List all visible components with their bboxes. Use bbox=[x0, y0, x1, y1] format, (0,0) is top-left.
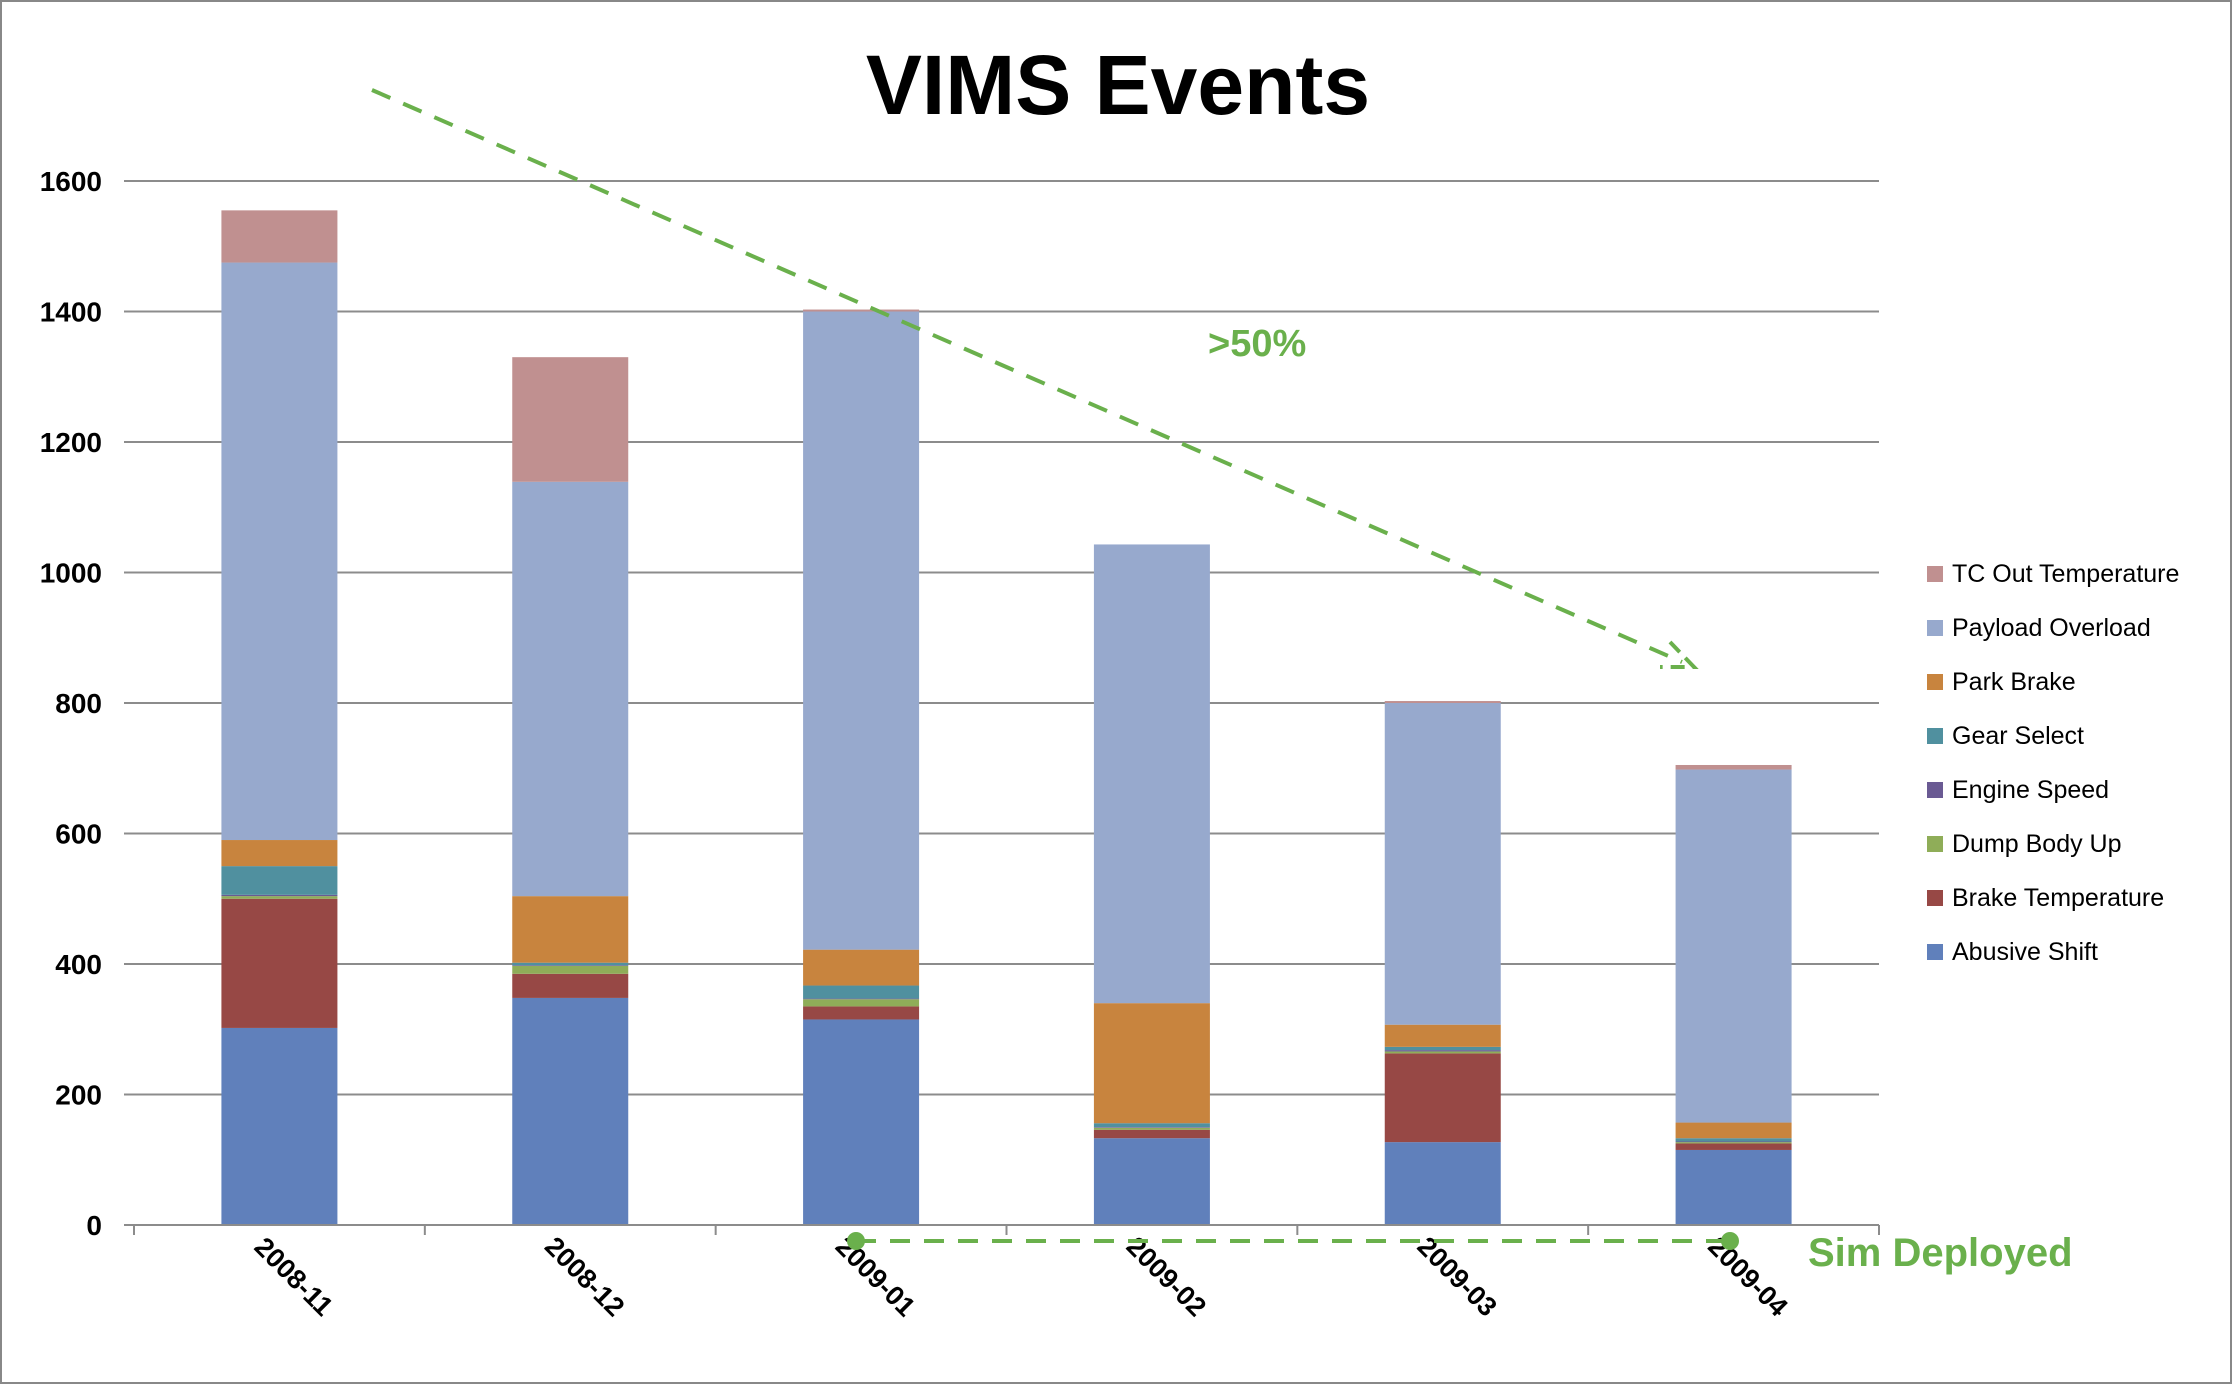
bar-segment-brake-temperature bbox=[803, 1006, 920, 1020]
legend-swatch bbox=[1927, 782, 1943, 798]
legend-swatch bbox=[1927, 674, 1943, 690]
legend-swatch bbox=[1927, 620, 1943, 636]
bar-segment-abusive-shift bbox=[1384, 1142, 1501, 1225]
y-tick-label: 200 bbox=[55, 1080, 102, 1111]
legend-swatch bbox=[1927, 566, 1943, 582]
bar-segment-payload-overload bbox=[803, 311, 920, 950]
bar-segment-abusive-shift bbox=[221, 1027, 338, 1225]
bar-segment-tc-out-temperature bbox=[512, 357, 629, 482]
bar-segment-engine-speed bbox=[803, 998, 920, 1000]
bar-segment-gear-select bbox=[803, 985, 920, 999]
bar-segment-engine-speed bbox=[1093, 1127, 1210, 1128]
trend-label: >50% bbox=[1208, 323, 1306, 365]
bar-segment-payload-overload bbox=[1675, 769, 1792, 1123]
annotations: >50% Sim Deployed bbox=[371, 88, 2073, 1275]
bar-segment-gear-select bbox=[1675, 1138, 1792, 1142]
legend-label: Brake Temperature bbox=[1952, 884, 2164, 912]
y-tick-label: 1400 bbox=[40, 297, 102, 328]
bar-segment-payload-overload bbox=[1093, 544, 1210, 1004]
legend-label: TC Out Temperature bbox=[1952, 560, 2179, 588]
bar-segment-brake-temperature bbox=[512, 973, 629, 998]
legend-swatch bbox=[1927, 836, 1943, 852]
bar-segment-brake-temperature bbox=[1384, 1053, 1501, 1143]
legend-swatch bbox=[1927, 944, 1943, 960]
bar-segment-engine-speed bbox=[221, 894, 338, 897]
legend-swatch bbox=[1927, 890, 1943, 906]
bar-segment-abusive-shift bbox=[1675, 1149, 1792, 1225]
bar-segment-dump-body-up bbox=[803, 999, 920, 1007]
deployment-start-marker bbox=[847, 1232, 865, 1250]
bar-segment-gear-select bbox=[512, 962, 629, 966]
x-tick-label: 2009-02 bbox=[1121, 1231, 1212, 1322]
legend-label: Dump Body Up bbox=[1952, 830, 2122, 858]
bar-segment-dump-body-up bbox=[1675, 1142, 1792, 1144]
trend-arrow-line bbox=[371, 88, 1683, 664]
bar-segment-park-brake bbox=[803, 949, 920, 986]
x-tick-label: 2008-11 bbox=[249, 1232, 339, 1322]
legend-label: Gear Select bbox=[1952, 722, 2084, 750]
bar-segment-payload-overload bbox=[512, 481, 629, 897]
legend-label: Abusive Shift bbox=[1952, 938, 2098, 966]
bar-segment-abusive-shift bbox=[512, 997, 629, 1225]
bar-segment-dump-body-up bbox=[512, 965, 629, 974]
bar-segment-dump-body-up bbox=[1384, 1051, 1501, 1054]
bar-segment-brake-temperature bbox=[221, 898, 338, 1028]
chart-title: VIMS Events bbox=[866, 38, 1370, 132]
bar-segment-gear-select bbox=[221, 866, 338, 895]
y-tick-label: 600 bbox=[55, 819, 102, 850]
bar-segment-payload-overload bbox=[221, 262, 338, 841]
y-tick-label: 0 bbox=[86, 1210, 102, 1241]
y-tick-label: 1600 bbox=[40, 166, 102, 197]
legend-label: Park Brake bbox=[1952, 668, 2076, 696]
bar-segment-tc-out-temperature bbox=[803, 309, 920, 312]
y-tick-label: 1200 bbox=[40, 427, 102, 458]
legend-label: Engine Speed bbox=[1952, 776, 2109, 804]
bar-segment-park-brake bbox=[1093, 1003, 1210, 1124]
bar-segment-park-brake bbox=[221, 840, 338, 867]
x-tick-label: 2009-01 bbox=[830, 1231, 921, 1322]
bar-segment-engine-speed bbox=[512, 965, 629, 966]
bar-segment-park-brake bbox=[1675, 1122, 1792, 1139]
y-tick-label: 800 bbox=[55, 688, 102, 719]
bar-segment-brake-temperature bbox=[1675, 1143, 1792, 1150]
bar-segment-gear-select bbox=[1384, 1046, 1501, 1051]
bar-segment-payload-overload bbox=[1384, 703, 1501, 1025]
legend-label: Payload Overload bbox=[1952, 614, 2151, 642]
deployment-end-marker bbox=[1721, 1232, 1739, 1250]
x-tick-label: 2009-04 bbox=[1702, 1231, 1793, 1322]
bar-segment-tc-out-temperature bbox=[1384, 701, 1501, 703]
x-tick-label: 2008-12 bbox=[539, 1231, 630, 1322]
y-tick-label: 400 bbox=[55, 949, 102, 980]
gridlines bbox=[134, 180, 1879, 1096]
x-tick-label: 2009-03 bbox=[1411, 1231, 1502, 1322]
bar-segment-engine-speed bbox=[1675, 1141, 1792, 1143]
bar-segment-gear-select bbox=[1093, 1123, 1210, 1128]
bar-segment-dump-body-up bbox=[1093, 1127, 1210, 1130]
bar-segment-brake-temperature bbox=[1093, 1129, 1210, 1139]
bar-segment-dump-body-up bbox=[221, 896, 338, 899]
bar-segment-engine-speed bbox=[1384, 1050, 1501, 1052]
trend-arrow-head bbox=[1660, 640, 1699, 669]
bar-segment-tc-out-temperature bbox=[221, 210, 338, 263]
y-tick-label: 1000 bbox=[40, 558, 102, 589]
bars bbox=[221, 210, 1792, 1225]
bar-segment-tc-out-temperature bbox=[1675, 764, 1792, 770]
deployment-label: Sim Deployed bbox=[1808, 1231, 2073, 1275]
bar-segment-abusive-shift bbox=[803, 1019, 920, 1225]
legend: TC Out Temperature Payload Overload Park B… bbox=[1927, 560, 2179, 966]
bar-segment-abusive-shift bbox=[1093, 1138, 1210, 1225]
bar-segment-park-brake bbox=[512, 896, 629, 963]
bar-segment-park-brake bbox=[1384, 1024, 1501, 1047]
legend-swatch bbox=[1927, 728, 1943, 744]
